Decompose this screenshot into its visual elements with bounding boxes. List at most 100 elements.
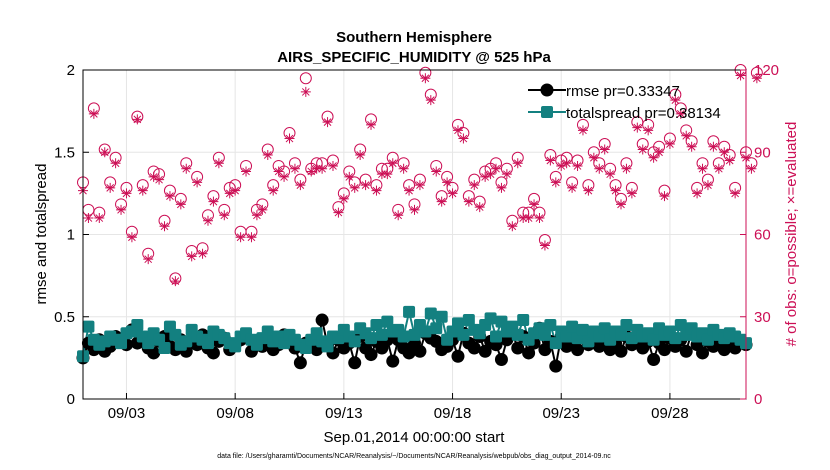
totalspread-point bbox=[566, 320, 579, 333]
obs-evaluated-point bbox=[681, 130, 692, 141]
obs-evaluated-point bbox=[670, 95, 681, 106]
x-axis: 09/03 09/08 09/13 09/18 09/23 09/28 bbox=[108, 393, 689, 422]
obs-evaluated-point bbox=[137, 185, 148, 196]
obs-evaluated-point bbox=[442, 177, 453, 188]
totalspread-point bbox=[674, 318, 687, 331]
obs-evaluated-point bbox=[452, 125, 463, 136]
obs-evaluated-point bbox=[654, 147, 665, 158]
obs-evaluated-point bbox=[594, 163, 605, 174]
totalspread-point bbox=[82, 320, 95, 333]
obs-evaluated-point bbox=[349, 182, 360, 193]
totalspread-point bbox=[511, 328, 524, 341]
obs-evaluated-point bbox=[414, 180, 425, 191]
totalspread-point bbox=[381, 315, 394, 328]
rmse-point bbox=[657, 343, 671, 357]
obs-evaluated-point bbox=[202, 215, 213, 226]
y-right-tick-label: 90 bbox=[754, 144, 771, 161]
obs-evaluated-point bbox=[561, 158, 572, 169]
obs-evaluated-point bbox=[539, 240, 550, 251]
obs-evaluated-point bbox=[300, 86, 311, 97]
obs-evaluated-point bbox=[333, 207, 344, 218]
obs-evaluated-point bbox=[616, 199, 627, 210]
obs-evaluated-point bbox=[664, 139, 675, 150]
legend-rmse-label: rmse pr=0.33347 bbox=[566, 83, 680, 100]
rmse-point bbox=[696, 346, 710, 360]
obs-evaluated-point bbox=[284, 133, 295, 144]
obs-evaluated-point bbox=[485, 169, 496, 180]
totalspread-point bbox=[419, 325, 432, 338]
obs-evaluated-point bbox=[463, 196, 474, 207]
obs-evaluated-point bbox=[474, 202, 485, 213]
totalspread-point bbox=[582, 335, 595, 348]
totalspread-point bbox=[495, 315, 508, 328]
obs-evaluated-point bbox=[268, 185, 279, 196]
rmse-point bbox=[494, 353, 508, 367]
obs-evaluated-point bbox=[219, 210, 230, 221]
totalspread-point bbox=[430, 322, 443, 335]
rmse-point bbox=[315, 313, 329, 327]
rmse-point bbox=[679, 344, 693, 358]
obs-evaluated-point bbox=[501, 169, 512, 180]
totalspread-point bbox=[169, 328, 182, 341]
legend-spread-label: totalspread pr=0.38134 bbox=[566, 105, 721, 122]
obs-evaluated-point bbox=[181, 163, 192, 174]
obs-evaluated-point bbox=[251, 210, 262, 221]
obs-evaluated-point bbox=[235, 232, 246, 243]
obs-evaluated-point bbox=[556, 160, 567, 171]
obs-evaluated-point bbox=[599, 144, 610, 155]
obs-evaluated-point bbox=[507, 221, 518, 232]
totalspread-point bbox=[490, 330, 503, 343]
y-left-tick-label: 1.5 bbox=[54, 144, 75, 161]
obs-evaluated-point bbox=[458, 133, 469, 144]
obs-evaluated-point bbox=[491, 163, 502, 174]
totalspread-point bbox=[261, 325, 274, 338]
obs-evaluated-point bbox=[469, 180, 480, 191]
obs-evaluated-point bbox=[719, 147, 730, 158]
rmse-point bbox=[511, 341, 525, 355]
obs-evaluated-point bbox=[186, 251, 197, 262]
obs-evaluated-point bbox=[105, 182, 116, 193]
obs-evaluated-point bbox=[724, 155, 735, 166]
obs-evaluated-point bbox=[534, 213, 545, 224]
rmse-point bbox=[614, 344, 628, 358]
obs-evaluated-point bbox=[382, 169, 393, 180]
totalspread-point bbox=[115, 337, 128, 350]
obs-evaluated-point bbox=[518, 213, 529, 224]
obs-evaluated-point bbox=[610, 185, 621, 196]
obs-evaluated-point bbox=[289, 163, 300, 174]
y-left-tick-label: 1 bbox=[67, 227, 75, 244]
obs-evaluated-point bbox=[360, 180, 371, 191]
obs-evaluated-point bbox=[431, 166, 442, 177]
obs-evaluated-point bbox=[692, 188, 703, 199]
x-tick-label: 09/08 bbox=[216, 405, 254, 422]
obs-evaluated-point bbox=[447, 188, 458, 199]
obs-evaluated-point bbox=[246, 232, 257, 243]
totalspread-point bbox=[598, 322, 611, 335]
obs-evaluated-point bbox=[257, 204, 268, 215]
obs-evaluated-point bbox=[230, 185, 241, 196]
obs-evaluated-point bbox=[126, 232, 137, 243]
obs-evaluated-point bbox=[94, 213, 105, 224]
obs-evaluated-point bbox=[632, 122, 643, 133]
obs-evaluated-point bbox=[420, 73, 431, 84]
rmse-point bbox=[206, 346, 220, 360]
totalspread-point bbox=[462, 314, 475, 327]
y-right-tick-label: 0 bbox=[754, 391, 762, 408]
totalspread-point bbox=[180, 335, 193, 348]
rmse-point bbox=[348, 356, 362, 370]
obs-evaluated-point bbox=[713, 163, 724, 174]
obs-evaluated-point bbox=[572, 160, 583, 171]
obs-evaluated-point bbox=[241, 166, 252, 177]
totalspread-point bbox=[538, 328, 551, 341]
totalspread-point bbox=[647, 333, 660, 346]
obs-evaluated-point bbox=[746, 163, 757, 174]
obs-evaluated-point bbox=[708, 141, 719, 152]
obs-evaluated-point bbox=[197, 248, 208, 259]
chart-title-line1: Southern Hemisphere bbox=[336, 29, 492, 46]
obs-evaluated-point bbox=[311, 163, 322, 174]
totalspread-point bbox=[375, 328, 388, 341]
totalspread-point bbox=[576, 323, 589, 336]
totalspread-point bbox=[560, 330, 573, 343]
obs-evaluated-point bbox=[344, 171, 355, 182]
